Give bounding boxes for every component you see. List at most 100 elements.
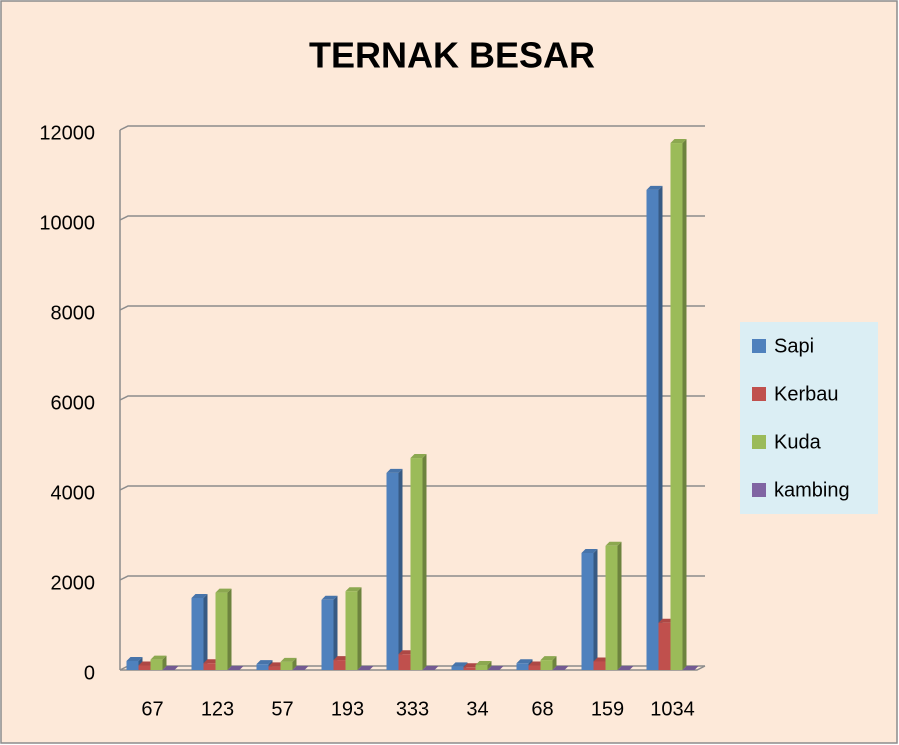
- bar-side: [292, 657, 297, 670]
- y-tick-label: 2000: [51, 572, 96, 594]
- bar: [280, 661, 293, 670]
- legend-label: kambing: [774, 479, 850, 501]
- bar: [345, 591, 358, 670]
- chart-title: TERNAK BESAR: [309, 35, 595, 76]
- bar-side: [552, 656, 557, 670]
- bar-top: [516, 659, 533, 664]
- bar-top: [126, 657, 143, 661]
- y-tick-label: 4000: [51, 482, 96, 504]
- y-tick-label: 8000: [51, 302, 96, 324]
- bar: [451, 666, 464, 670]
- bar: [256, 664, 269, 670]
- bar: [528, 665, 541, 670]
- bar-top: [215, 588, 232, 593]
- bar: [126, 661, 139, 670]
- bar: [386, 472, 399, 670]
- bar-top: [552, 666, 569, 670]
- bar: [516, 663, 529, 670]
- grid-line: [119, 215, 705, 221]
- y-tick-label: 10000: [39, 212, 95, 234]
- x-tick-label: 159: [591, 698, 624, 720]
- bar-top: [581, 549, 598, 553]
- bar-top: [487, 666, 504, 670]
- bar-top: [682, 666, 699, 670]
- bar-top: [617, 666, 634, 670]
- bar-top: [191, 594, 208, 598]
- y-tick-label: 12000: [39, 122, 95, 144]
- bar-top: [646, 185, 663, 190]
- grid-line: [119, 575, 705, 581]
- bar-top: [345, 587, 362, 592]
- bar-top: [280, 657, 297, 662]
- legend-label: Kuda: [774, 431, 822, 453]
- x-tick-label: 67: [141, 698, 163, 720]
- bar-top: [227, 666, 244, 670]
- bar-top: [292, 666, 309, 670]
- x-tick-label: 57: [271, 698, 293, 720]
- bar-top: [540, 656, 557, 661]
- bar: [150, 659, 163, 670]
- bar: [321, 599, 334, 670]
- bar-top: [605, 541, 622, 546]
- bar: [203, 663, 216, 670]
- y-tick-label: 0: [84, 662, 95, 684]
- x-tick-label: 333: [396, 698, 429, 720]
- legend-label: Sapi: [774, 335, 814, 357]
- bar-side: [593, 549, 598, 670]
- x-tick-label: 1034: [650, 698, 695, 720]
- grid-line: [119, 485, 705, 491]
- bar: [658, 622, 671, 670]
- bar-side: [617, 541, 622, 670]
- bar-top: [386, 468, 403, 473]
- legend-swatch: [752, 387, 766, 401]
- floor: [120, 665, 706, 671]
- legend-swatch: [752, 483, 766, 497]
- x-tick-label: 123: [201, 698, 234, 720]
- bar-side: [357, 587, 362, 670]
- bar: [670, 143, 683, 671]
- bar: [410, 458, 423, 670]
- bar-side: [682, 139, 687, 671]
- bar-top: [321, 595, 338, 600]
- bar-top: [475, 661, 492, 666]
- legend-swatch: [752, 339, 766, 353]
- legend-box: [740, 322, 878, 514]
- bar: [333, 660, 346, 670]
- bar: [191, 598, 204, 670]
- bar-top: [422, 666, 439, 670]
- grid-line: [119, 125, 705, 131]
- x-tick-label: 193: [331, 698, 364, 720]
- x-tick-label: 34: [466, 698, 488, 720]
- bar: [540, 660, 553, 670]
- bar-top: [357, 666, 374, 670]
- bar-top: [256, 660, 273, 665]
- bar-side: [162, 655, 167, 670]
- bar: [215, 592, 228, 670]
- bar: [138, 665, 151, 670]
- x-tick-label: 68: [531, 698, 553, 720]
- bar-side: [203, 594, 208, 670]
- grid-line: [119, 305, 705, 311]
- bar-side: [487, 661, 492, 670]
- bar: [463, 667, 476, 670]
- bar: [581, 553, 594, 670]
- y-tick-label: 6000: [51, 392, 96, 414]
- bar: [268, 666, 281, 670]
- bar: [593, 661, 606, 670]
- bar-side: [227, 588, 232, 670]
- bar: [605, 545, 618, 670]
- bar-top: [410, 454, 427, 459]
- grid-line: [119, 395, 705, 401]
- bar-side: [398, 468, 403, 670]
- bar-top: [162, 666, 179, 670]
- bar-top: [150, 655, 167, 660]
- bar-top: [670, 139, 687, 144]
- bar: [475, 665, 488, 670]
- bar-side: [422, 454, 427, 670]
- bar-side: [333, 595, 338, 670]
- bar-side: [658, 185, 663, 670]
- legend-swatch: [752, 435, 766, 449]
- legend-label: Kerbau: [774, 383, 839, 405]
- bar-top: [451, 662, 468, 667]
